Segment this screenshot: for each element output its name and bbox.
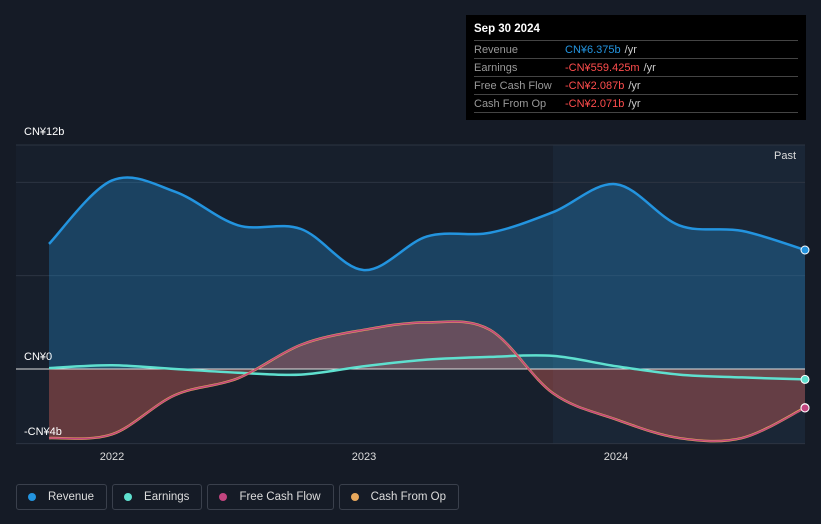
line-revenue <box>48 176 806 272</box>
tooltip-date: Sep 30 2024 <box>474 23 798 41</box>
tooltip-value: CN¥6.375b <box>565 43 621 56</box>
endpoint-free-cash-flow <box>800 403 810 413</box>
tooltip-unit: /yr <box>643 61 656 74</box>
legend-label: Earnings <box>144 491 190 503</box>
chart-plot <box>16 144 810 445</box>
legend-item-earnings[interactable]: Earnings <box>112 484 203 510</box>
legend-dot-icon <box>219 493 228 501</box>
past-region <box>553 145 805 444</box>
tooltip-label: Free Cash Flow <box>474 79 552 92</box>
tooltip-row: Revenue CN¥6.375b/yr <box>474 41 798 59</box>
endpoint-earnings <box>800 374 810 384</box>
tooltip-value: -CN¥559.425m <box>565 61 640 74</box>
tooltip-row: Cash From Op -CN¥2.071b/yr <box>474 95 798 113</box>
tooltip-label: Earnings <box>474 61 518 74</box>
x-tick-label: 2022 <box>99 451 125 463</box>
area-earnings <box>49 355 805 380</box>
legend-dot-icon <box>124 493 133 501</box>
line-earnings <box>48 354 806 381</box>
tooltip-unit: /yr <box>624 43 637 56</box>
legend-dot-icon <box>350 493 359 501</box>
tooltip: Sep 30 2024 Revenue CN¥6.375b/yr Earnings -… <box>466 15 806 120</box>
area-cash-from-op <box>49 321 805 442</box>
legend-label: Revenue <box>48 491 95 503</box>
legend-label: Cash From Op <box>370 491 447 503</box>
tooltip-label: Revenue <box>474 43 519 56</box>
past-label: Past <box>774 150 797 162</box>
area-free-cash-flow <box>49 321 805 442</box>
tooltip-value: -CN¥2.071b <box>565 97 625 110</box>
tooltip-value: -CN¥2.087b <box>565 79 625 92</box>
legend-label: Free Cash Flow <box>239 491 321 503</box>
tooltip-row: Earnings -CN¥559.425m/yr <box>474 59 798 77</box>
y-tick-label: CN¥12b <box>24 126 65 138</box>
legend-item-free-cash-flow[interactable]: Free Cash Flow <box>207 484 334 510</box>
endpoint-revenue <box>800 245 810 255</box>
legend: Revenue Earnings Free Cash Flow Cash From O… <box>16 484 460 510</box>
tooltip-row: Free Cash Flow -CN¥2.087b/yr <box>474 77 798 95</box>
line-free-cash-flow <box>48 320 806 442</box>
legend-item-revenue[interactable]: Revenue <box>16 484 108 510</box>
x-tick-label: 2024 <box>603 451 629 463</box>
tooltip-unit: /yr <box>628 97 641 110</box>
tooltip-unit: /yr <box>628 79 641 92</box>
legend-dot-icon <box>28 493 36 501</box>
legend-item-cash-from-op[interactable]: Cash From Op <box>338 484 460 510</box>
x-tick-label: 2023 <box>351 451 377 463</box>
y-tick-label: -CN¥4b <box>24 426 62 438</box>
y-tick-label: CN¥0 <box>24 351 53 363</box>
tooltip-label: Cash From Op <box>474 97 547 110</box>
